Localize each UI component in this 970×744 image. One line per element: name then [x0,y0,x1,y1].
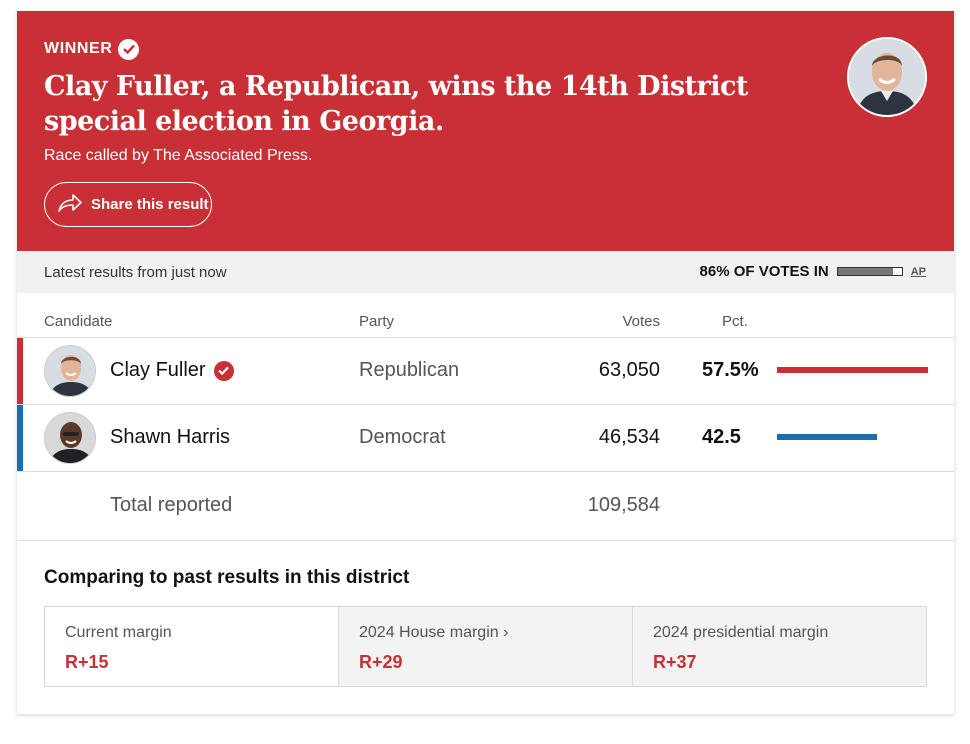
winner-label-text: WINNER [44,40,113,57]
candidate-party: Republican [359,359,460,381]
race-called-text: Race called by The Associated Press. [44,147,313,164]
header-candidate: Candidate [44,313,113,330]
winner-label: WINNER [44,38,140,60]
votes-in-text: 86% OF VOTES IN [699,263,829,280]
table-header: Candidate Party Votes Pct. [17,293,954,338]
status-bar: Latest results from just now 86% OF VOTE… [17,251,954,293]
header-pct: Pct. [722,313,748,330]
candidate-name: Clay Fuller [110,359,234,382]
share-icon [57,193,83,217]
votes-in-meter-fill [837,268,893,275]
winner-photo [847,37,927,117]
candidate-name: Shawn Harris [110,426,230,449]
votes-in-indicator: 86% OF VOTES IN AP [700,263,926,280]
votes-in-meter [836,267,903,276]
avatar [44,412,96,464]
compare-label: Current margin [65,624,172,641]
share-result-button[interactable]: Share this result [44,182,212,227]
compare-title: Comparing to past results in this distri… [44,567,410,588]
compare-value: R+15 [65,652,109,672]
compare-box: Current margin R+15 2024 House margin › … [44,606,927,687]
check-icon [118,38,140,60]
total-votes: 109,584 [587,494,660,516]
candidate-pct: 42.5 [702,426,741,448]
candidate-name-text: Clay Fuller [110,359,206,381]
compare-label: 2024 presidential margin [653,624,829,641]
share-label: Share this result [91,196,209,213]
party-stripe [17,338,23,404]
latest-results-text: Latest results from just now [44,264,227,281]
winner-check-icon [213,360,234,381]
total-row: Total reported 109,584 [17,472,954,541]
compare-value: R+29 [359,652,403,672]
headline: Clay Fuller, a Republican, wins the 14th… [44,71,748,137]
compare-label: 2024 House margin › [359,624,509,641]
total-label: Total reported [110,494,233,516]
candidate-name-text: Shawn Harris [110,426,231,448]
table-row: Shawn Harris Democrat 46,534 42.5 [17,405,954,472]
compare-value: R+37 [653,652,697,672]
results-card: WINNER Clay Fuller, a Republican, wins t… [17,11,954,714]
candidate-votes: 46,534 [598,426,660,448]
avatar [44,345,96,397]
compare-house-margin[interactable]: 2024 House margin › R+29 [338,607,632,686]
candidate-party: Democrat [359,426,446,448]
header-votes: Votes [622,313,660,330]
candidate-pct: 57.5% [702,359,759,381]
header-party: Party [359,313,395,330]
ap-link[interactable]: AP [910,265,926,278]
winner-banner: WINNER Clay Fuller, a Republican, wins t… [17,11,954,251]
compare-current-margin: Current margin R+15 [45,607,338,686]
party-stripe [17,405,23,471]
compare-presidential-margin: 2024 presidential margin R+37 [632,607,926,686]
table-row: Clay Fuller Republican 63,050 57.5% [17,338,954,405]
pct-bar [777,434,877,440]
candidate-votes: 63,050 [598,359,660,381]
pct-bar [777,367,928,373]
